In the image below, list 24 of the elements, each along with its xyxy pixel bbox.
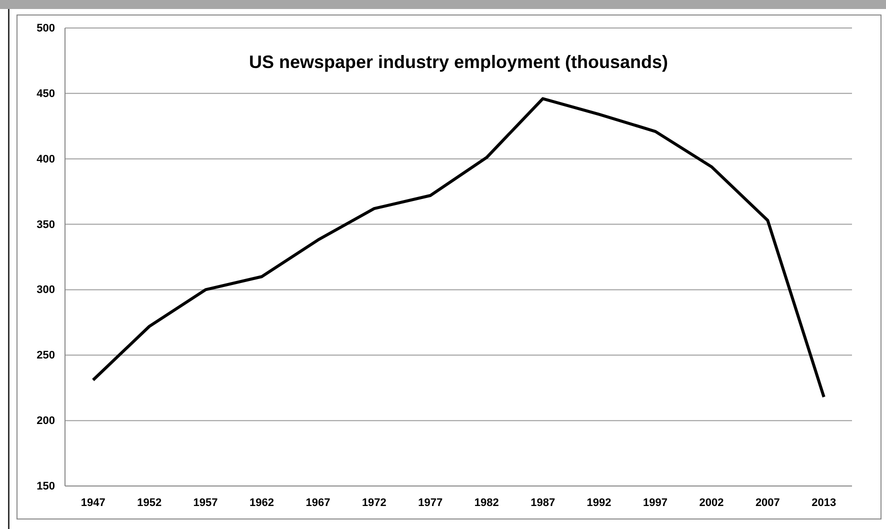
x-tick-label: 1997 (643, 496, 668, 509)
y-tick-label: 200 (36, 415, 55, 428)
line-series (92, 97, 826, 399)
x-tick-label: 1992 (586, 496, 612, 509)
text: US newspaper industry employment (thousands) (248, 52, 668, 72)
x-tick-label: 1982 (474, 496, 499, 509)
x-tick-label: 2007 (755, 496, 780, 509)
y-tick-label: 300 (36, 284, 55, 296)
x-tick-label: 1977 (418, 496, 443, 509)
y-tick-label: 450 (36, 88, 55, 100)
y-tick-label: 400 (36, 153, 55, 166)
x-tick-label: 2002 (699, 496, 724, 509)
x-tick-label: 1947 (80, 496, 106, 509)
y-tick-label: 250 (36, 350, 55, 362)
x-tick-label: 1952 (137, 496, 162, 509)
y-tick-label: 350 (36, 218, 55, 231)
x-tick-label: 1962 (250, 496, 274, 509)
x-tick-label: 2013 (812, 496, 836, 509)
x-tick-label: 1972 (362, 496, 386, 509)
x-tick-label: 1957 (193, 496, 218, 509)
x-tick-label: 1967 (306, 496, 330, 509)
x-tick-label: 1987 (530, 496, 556, 509)
y-tick-label: 500 (36, 22, 55, 35)
y-tick-label: 150 (36, 480, 55, 493)
